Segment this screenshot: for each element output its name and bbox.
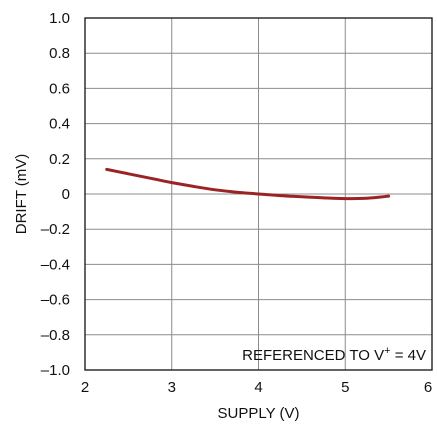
y-tick-label: 0.8 [49,45,70,62]
y-axis-label: DRIFT (mV) [13,154,30,235]
y-tick-label: –0.6 [41,292,70,309]
x-tick-labels: 2 3 4 5 6 [81,379,432,396]
x-tick-label: 2 [81,379,89,396]
annotation-superscript: + [384,345,390,357]
y-tick-label: –1.0 [41,362,70,379]
series-layer [105,167,391,201]
y-tick-label: –0.2 [41,221,70,238]
y-tick-label: –0.8 [41,327,70,344]
drift-curve [105,167,391,201]
y-tick-labels: 1.0 0.8 0.6 0.4 0.2 0 –0.2 –0.4 –0.6 –0.8 –1.0 [41,10,70,379]
x-tick-label: 4 [254,379,262,396]
y-tick-label: 0.6 [49,80,70,97]
reference-annotation: REFERENCED TO V+ = 4V [242,345,426,364]
x-tick-label: 6 [424,379,432,396]
x-tick-label: 5 [341,379,349,396]
y-tick-label: 1.0 [49,10,70,27]
x-tick-label: 3 [168,379,176,396]
y-tick-label: 0.4 [49,116,70,133]
y-tick-label: 0 [62,186,70,203]
annotation-suffix: = 4V [391,347,426,364]
plot-frame [84,17,433,371]
y-tick-label: –0.4 [41,256,70,273]
y-tick-label: 0.2 [49,151,70,168]
x-axis-label: SUPPLY (V) [218,405,300,422]
annotation-prefix: REFERENCED TO V [242,347,384,364]
